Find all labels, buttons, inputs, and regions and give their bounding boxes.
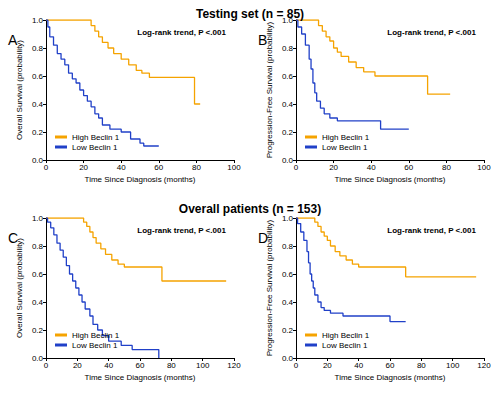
svg-text:100: 100 <box>446 361 460 370</box>
svg-text:0.8: 0.8 <box>32 242 44 251</box>
svg-text:0.8: 0.8 <box>282 44 294 53</box>
svg-text:40: 40 <box>117 163 126 172</box>
svg-text:60: 60 <box>404 163 413 172</box>
svg-text:20: 20 <box>329 163 338 172</box>
svg-text:20: 20 <box>79 163 88 172</box>
svg-text:0.6: 0.6 <box>282 270 294 279</box>
svg-text:0.4: 0.4 <box>282 100 294 109</box>
svg-text:60: 60 <box>154 163 163 172</box>
svg-text:0.6: 0.6 <box>32 270 44 279</box>
svg-text:0.0: 0.0 <box>282 156 294 165</box>
svg-text:0.4: 0.4 <box>282 298 294 307</box>
svg-text:80: 80 <box>442 163 451 172</box>
svg-text:Low Beclin 1: Low Beclin 1 <box>322 143 368 152</box>
svg-text:80: 80 <box>417 361 426 370</box>
svg-text:40: 40 <box>354 361 363 370</box>
svg-text:B: B <box>258 32 267 48</box>
svg-text:Low Beclin 1: Low Beclin 1 <box>322 341 368 350</box>
svg-text:Low Beclin 1: Low Beclin 1 <box>72 143 118 152</box>
svg-text:100: 100 <box>196 361 210 370</box>
svg-text:0.6: 0.6 <box>282 72 294 81</box>
svg-text:0.6: 0.6 <box>32 72 44 81</box>
svg-text:0.2: 0.2 <box>282 326 294 335</box>
svg-text:A: A <box>8 32 18 48</box>
svg-text:High Beclin 1: High Beclin 1 <box>322 331 370 340</box>
svg-text:Progression-Free Survival (pro: Progression-Free Survival (probability) <box>264 21 274 159</box>
svg-text:0.0: 0.0 <box>282 354 294 363</box>
svg-text:80: 80 <box>167 361 176 370</box>
svg-text:High Beclin 1: High Beclin 1 <box>72 331 120 340</box>
svg-text:Low Beclin 1: Low Beclin 1 <box>72 341 118 350</box>
svg-text:Progression-Free Survival (pro: Progression-Free Survival (probability) <box>264 219 274 357</box>
svg-text:Overall Survival (probability): Overall Survival (probability) <box>15 238 24 338</box>
svg-text:Time Since Diagnosis (months): Time Since Diagnosis (months) <box>85 175 196 184</box>
svg-text:0.8: 0.8 <box>282 242 294 251</box>
svg-text:Testing set (n = 85): Testing set (n = 85) <box>196 7 304 21</box>
svg-text:60: 60 <box>386 361 395 370</box>
svg-text:High Beclin 1: High Beclin 1 <box>72 133 120 142</box>
svg-text:0.4: 0.4 <box>32 298 44 307</box>
svg-text:60: 60 <box>136 361 145 370</box>
svg-text:100: 100 <box>477 163 491 172</box>
svg-text:Log-rank trend, P <.001: Log-rank trend, P <.001 <box>137 226 226 235</box>
svg-text:Overall Survival (probability): Overall Survival (probability) <box>15 40 24 140</box>
svg-text:Time Since Diagnosis (months): Time Since Diagnosis (months) <box>335 373 446 382</box>
svg-text:40: 40 <box>104 361 113 370</box>
svg-text:0: 0 <box>294 163 299 172</box>
svg-text:Log-rank trend, P <.001: Log-rank trend, P <.001 <box>137 28 226 37</box>
svg-text:C: C <box>8 230 18 246</box>
svg-text:0: 0 <box>44 163 49 172</box>
svg-text:0: 0 <box>294 361 299 370</box>
svg-text:0.0: 0.0 <box>32 156 44 165</box>
svg-text:120: 120 <box>227 361 241 370</box>
svg-text:120: 120 <box>477 361 491 370</box>
svg-text:Log-rank trend, P <.001: Log-rank trend, P <.001 <box>387 28 476 37</box>
svg-text:Log-rank trend, P <.001: Log-rank trend, P <.001 <box>387 226 476 235</box>
svg-text:20: 20 <box>323 361 332 370</box>
svg-text:20: 20 <box>73 361 82 370</box>
svg-text:40: 40 <box>367 163 376 172</box>
svg-text:D: D <box>258 230 268 246</box>
svg-text:Time Since Diagnosis (months): Time Since Diagnosis (months) <box>335 175 446 184</box>
svg-text:0.2: 0.2 <box>32 128 44 137</box>
svg-text:1.0: 1.0 <box>32 16 44 25</box>
svg-text:High Beclin 1: High Beclin 1 <box>322 133 370 142</box>
svg-text:1.0: 1.0 <box>32 214 44 223</box>
svg-text:0.2: 0.2 <box>32 326 44 335</box>
svg-text:0.0: 0.0 <box>32 354 44 363</box>
svg-text:0.4: 0.4 <box>32 100 44 109</box>
svg-text:0.8: 0.8 <box>32 44 44 53</box>
svg-text:Time Since Diagnosis (months): Time Since Diagnosis (months) <box>85 373 196 382</box>
svg-text:Overall patients (n = 153): Overall patients (n = 153) <box>179 202 321 216</box>
svg-text:100: 100 <box>227 163 241 172</box>
svg-text:0.2: 0.2 <box>282 128 294 137</box>
svg-text:0: 0 <box>44 361 49 370</box>
svg-text:1.0: 1.0 <box>281 213 293 223</box>
svg-text:80: 80 <box>192 163 201 172</box>
